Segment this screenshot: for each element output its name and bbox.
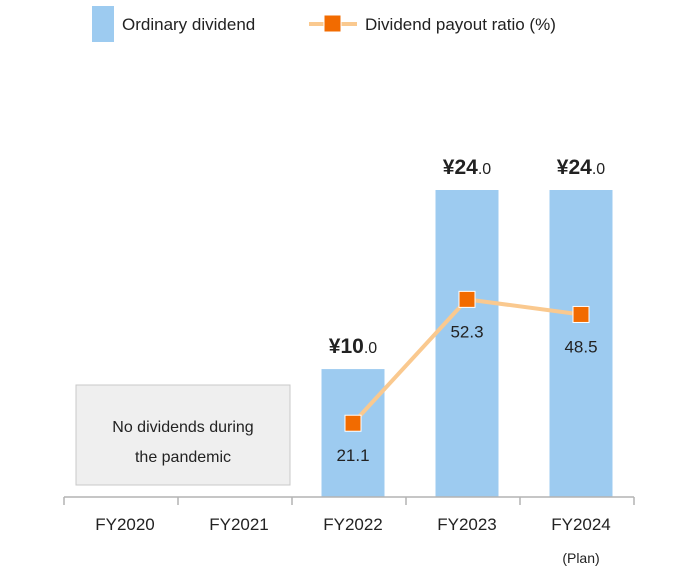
note-line-1: No dividends during xyxy=(112,419,253,436)
bar-series: ¥10.0¥24.0 ¥24.0 xyxy=(321,156,613,497)
x-tick-label-fy2021: FY2021 xyxy=(209,515,269,534)
x-axis: FY2020 FY2021 FY2022 FY2023 FY2024 (Plan) xyxy=(63,496,635,566)
bar-value-decimal: .0 xyxy=(592,161,605,178)
bar-value-decimal: .0 xyxy=(364,340,377,357)
bar-value-main: ¥10 xyxy=(329,335,364,358)
legend-swatch-dividend xyxy=(92,6,114,42)
ratio-marker-fy2023 xyxy=(458,290,476,308)
legend: Ordinary dividend Dividend payout ratio … xyxy=(92,6,556,42)
bar-value-label-fy2022: ¥10.0 xyxy=(329,335,377,358)
ratio-value-label-fy2024: 48.5 xyxy=(564,337,597,356)
legend-label-ratio: Dividend payout ratio (%) xyxy=(365,15,556,34)
x-tick-label-fy2020: FY2020 xyxy=(95,515,155,534)
bar-value-decimal: .0 xyxy=(478,161,491,178)
legend-label-dividend: Ordinary dividend xyxy=(122,15,255,34)
legend-marker-ratio xyxy=(323,14,342,33)
legend-item-ratio: Dividend payout ratio (%) xyxy=(309,14,556,34)
x-tick-label-fy2023: FY2023 xyxy=(437,515,497,534)
bar-value-label-fy2024: ¥24.0 xyxy=(557,156,605,179)
bar-fy2023 xyxy=(435,190,499,497)
x-tick-label-fy2022: FY2022 xyxy=(323,515,383,534)
note-box xyxy=(75,384,291,486)
ratio-value-label-fy2023: 52.3 xyxy=(450,322,483,341)
bar-value-main: ¥24 xyxy=(557,156,592,179)
bar-fy2022 xyxy=(321,369,385,497)
ratio-marker-fy2022 xyxy=(344,414,362,432)
bar-value-label-fy2023: ¥24.0 xyxy=(443,156,491,179)
x-tick-sublabel-fy2024: (Plan) xyxy=(562,550,599,566)
ratio-series: 21.1 52.3 48.5 xyxy=(336,290,598,465)
legend-item-dividend: Ordinary dividend xyxy=(92,6,255,42)
ratio-value-label-fy2022: 21.1 xyxy=(336,446,369,465)
ratio-marker-fy2024 xyxy=(572,305,590,323)
bar-fy2024 xyxy=(549,190,613,497)
x-tick-label-fy2024: FY2024 xyxy=(551,515,611,534)
no-dividend-note: No dividends during the pandemic xyxy=(75,384,291,486)
bar-value-main: ¥24 xyxy=(443,156,478,179)
note-line-2: the pandemic xyxy=(135,449,231,466)
